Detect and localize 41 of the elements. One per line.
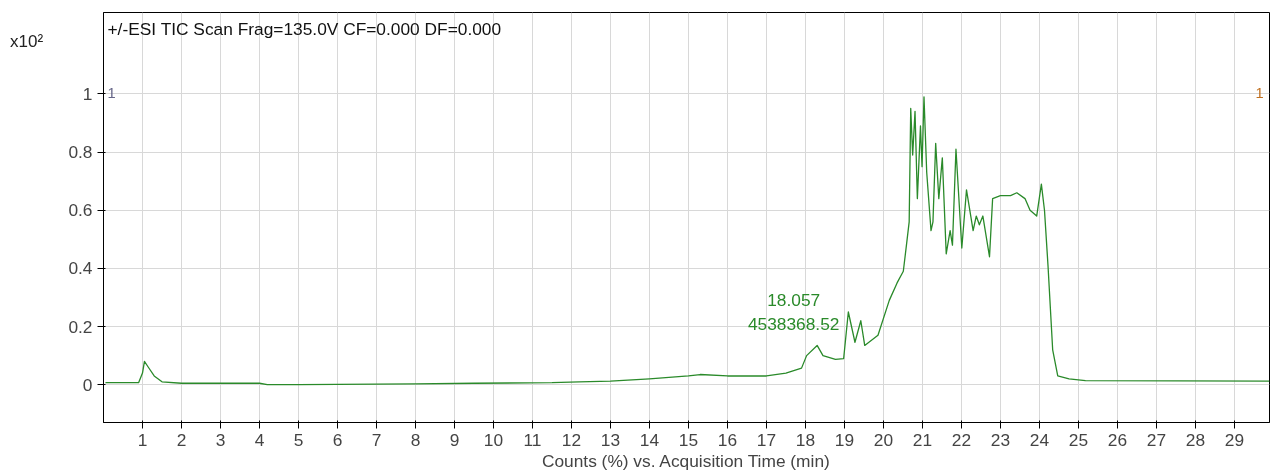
y-tick-label: 0 — [82, 374, 93, 395]
x-tick-label: 14 — [639, 429, 660, 450]
x-tick-label: 22 — [951, 429, 972, 450]
x-tick-label: 26 — [1107, 429, 1128, 450]
annotation: 18.057 4538368.52 — [747, 289, 840, 334]
x-tick-label: 10 — [483, 429, 504, 450]
y-tick-label: 0.4 — [68, 258, 93, 279]
x-tick-label: 1 — [137, 429, 148, 450]
y-tick-label: 0.6 — [68, 200, 93, 221]
x-tick-label: 15 — [678, 429, 699, 450]
x-tick-label: 6 — [332, 429, 343, 450]
x-tick-label: 7 — [371, 429, 382, 450]
annotation: 1 — [1255, 84, 1264, 101]
x-tick-label: 27 — [1146, 429, 1167, 450]
x-tick-label: 28 — [1185, 429, 1206, 450]
x-tick-label: 2 — [176, 429, 187, 450]
x-tick-label: 3 — [215, 429, 226, 450]
chart-title: +/-ESI TIC Scan Frag=135.0V CF=0.000 DF=0.000 — [107, 18, 502, 39]
x-tick-label: 24 — [1029, 429, 1050, 450]
x-tick-label: 12 — [561, 429, 582, 450]
x-tick-label: 5 — [293, 429, 304, 450]
x-tick-label: 25 — [1068, 429, 1089, 450]
y-tick-label: 0.8 — [68, 142, 93, 163]
y-tick-label: 1 — [82, 83, 93, 104]
x-tick-label: 9 — [449, 429, 460, 450]
x-tick-label: 17 — [756, 429, 777, 450]
x-tick-label: 23 — [990, 429, 1011, 450]
x-tick-label: 11 — [523, 429, 542, 450]
annotation: 1 — [107, 84, 116, 101]
x-axis-title: Counts (%) vs. Acquisition Time (min) — [541, 450, 830, 471]
y-axis-title: x10² — [10, 31, 44, 53]
x-tick-label: 13 — [600, 429, 621, 450]
x-tick-label: 20 — [873, 429, 894, 450]
y-tick-label: 0.2 — [68, 316, 93, 337]
x-tick-label: 19 — [834, 429, 855, 450]
x-tick-label: 4 — [254, 429, 265, 450]
x-tick-label: 8 — [410, 429, 421, 450]
x-tick-label: 29 — [1224, 429, 1245, 450]
x-tick-label: 18 — [795, 429, 816, 450]
x-tick-label: 21 — [912, 429, 933, 450]
x-tick-label: 16 — [717, 429, 738, 450]
